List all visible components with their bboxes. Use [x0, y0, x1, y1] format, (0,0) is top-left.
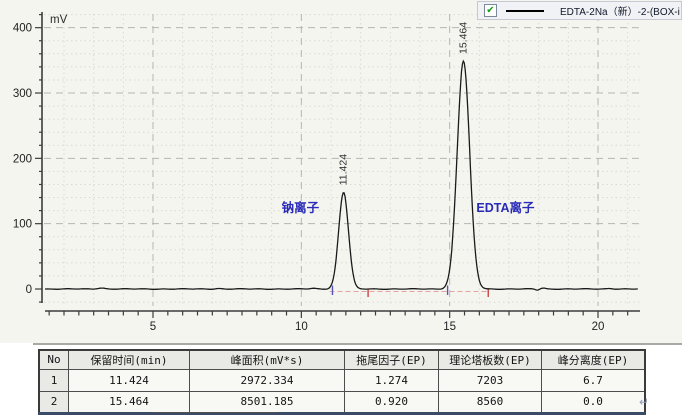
- table-header-cell: 理论塔板数(EP): [438, 349, 542, 370]
- y-tick-label: 400: [13, 23, 32, 35]
- table-header-cell: 拖尾因子(EP): [344, 349, 439, 370]
- table-cell: 0.920: [344, 390, 439, 414]
- x-tick-label: 15: [443, 321, 456, 333]
- table-cell: 7203: [438, 368, 542, 392]
- x-tick-label: 10: [295, 321, 308, 333]
- chromatogram-chart: 0 100 200 300 400 5 10 15 20 mV 11.424 钠离子 15.464 EDT…: [0, 0, 682, 343]
- x-tick-label: 5: [150, 321, 156, 333]
- table-cell: 0.0: [541, 390, 646, 414]
- table-cell: 6.7: [541, 368, 646, 392]
- peak-retention-time-label: 15.464: [457, 22, 469, 54]
- legend-line-swatch: [506, 9, 544, 12]
- table-body: 1 11.424 2972.334 1.274 7203 6.7 2 15.464 8501.1…: [38, 368, 646, 414]
- chromatogram-plot: 0 100 200 300 400 5 10 15 20 mV 11.424 钠离子 15.464 EDT…: [13, 12, 640, 333]
- peak-retention-time-label: 11.424: [338, 154, 350, 185]
- table-cell: 1: [38, 368, 69, 392]
- peak-results-table: No 保留时间(min) 峰面积(mV*s) 拖尾因子(EP) 理论塔板数(EP) 峰分离…: [38, 349, 646, 415]
- table-header-cell: 保留时间(min): [68, 349, 190, 370]
- chart-legend: ✔ EDTA-2Na（新）-2-(BOX-i: [477, 1, 682, 20]
- y-tick-label: 300: [13, 88, 32, 100]
- legend-checkbox[interactable]: ✔: [484, 4, 497, 17]
- table-cell: 8501.185: [189, 390, 345, 414]
- table-cell: 15.464: [68, 390, 190, 414]
- chart-table-separator: [33, 343, 682, 345]
- table-cell: 2972.334: [189, 368, 345, 392]
- table-cell: 11.424: [68, 368, 190, 392]
- table-header: No 保留时间(min) 峰面积(mV*s) 拖尾因子(EP) 理论塔板数(EP) 峰分离…: [38, 349, 646, 370]
- table-row: 1 11.424 2972.334 1.274 7203 6.7: [38, 368, 646, 392]
- table-cell: 1.274: [344, 368, 439, 392]
- table-bottom-dotted-line: [153, 412, 277, 413]
- table-cell: 2: [38, 390, 69, 414]
- y-tick-label: 0: [26, 284, 32, 296]
- y-axis-unit-label: mV: [50, 14, 68, 26]
- paragraph-return-mark: ↵: [639, 395, 650, 409]
- table-row: 2 15.464 8501.185 0.920 8560 0.0: [38, 390, 646, 414]
- y-tick-label: 200: [13, 153, 32, 165]
- x-tick-label: 20: [592, 321, 605, 333]
- y-tick-label: 100: [13, 219, 32, 231]
- table-header-cell: 峰分离度(EP): [541, 349, 646, 370]
- chromatogram-trace: [45, 59, 638, 291]
- peak-ion-label: EDTA离子: [476, 200, 535, 215]
- table-header-cell: No: [38, 349, 69, 370]
- table-header-cell: 峰面积(mV*s): [189, 349, 345, 370]
- peak-ion-label: 钠离子: [282, 200, 320, 215]
- table-cell: 8560: [438, 390, 542, 414]
- legend-series-label: EDTA-2Na（新）-2-(BOX-i: [560, 7, 680, 18]
